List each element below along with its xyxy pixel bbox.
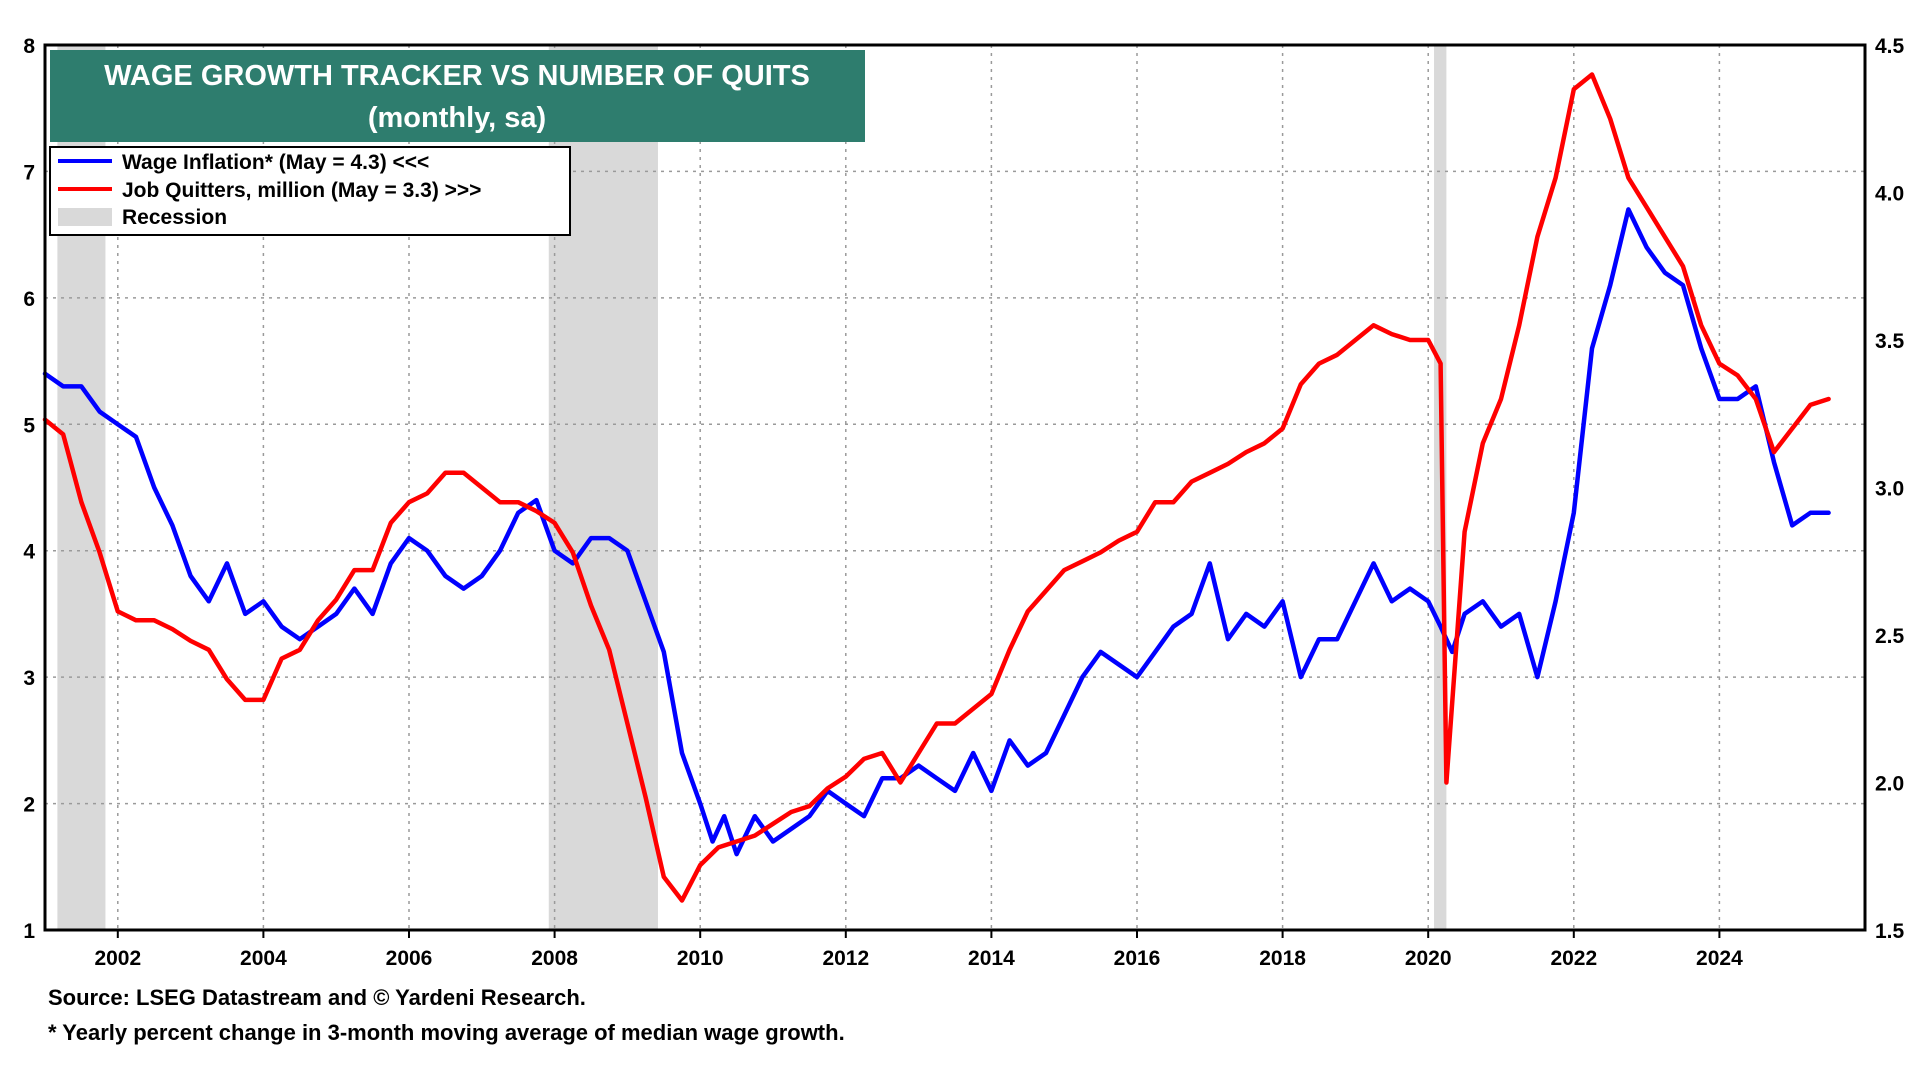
x-tick-label-2006: 2006 <box>386 947 433 970</box>
x-tick-label-2020: 2020 <box>1405 947 1452 970</box>
y-right-tick-label-3: 3.0 <box>1875 478 1904 501</box>
y-left-tick-label-2: 2 <box>23 794 35 817</box>
legend-box <box>49 146 571 236</box>
x-tick-label-2008: 2008 <box>531 947 578 970</box>
series-line-quits <box>42 72 1831 903</box>
y-left-tick-label-6: 6 <box>23 288 35 311</box>
title-background <box>50 50 865 142</box>
legend-swatch-recession <box>58 208 112 226</box>
y-right-tick-label-4: 4.0 <box>1875 183 1904 206</box>
x-tick-label-2004: 2004 <box>240 947 287 970</box>
x-tick-label-2016: 2016 <box>1114 947 1161 970</box>
x-tick-label-2022: 2022 <box>1550 947 1597 970</box>
y-right-tick-label-1.5: 1.5 <box>1875 920 1905 943</box>
y-left-tick-label-5: 5 <box>23 414 35 437</box>
axis-ticks: 2002 2004 2006 2008 2010 2012 2014 2016 2018 2020… <box>23 35 1904 970</box>
x-tick-label-2002: 2002 <box>94 947 141 970</box>
legend-label-recession: Recession <box>122 206 227 229</box>
series-lines <box>42 72 1831 903</box>
y-left-tick-label-3: 3 <box>23 667 35 690</box>
plot-frame <box>43 43 1867 932</box>
title-box: WAGE GROWTH TRACKER VS NUMBER OF QUITS (… <box>50 50 865 142</box>
y-left-tick-label-1: 1 <box>23 920 35 943</box>
source-note: Source: LSEG Datastream and © Yardeni Re… <box>48 985 586 1010</box>
y-left-tick-label-8: 8 <box>23 35 35 58</box>
gridlines <box>45 45 1865 930</box>
y-right-tick-label-2.5: 2.5 <box>1875 625 1905 648</box>
y-left-tick-label-4: 4 <box>23 541 35 564</box>
series-line-wage <box>42 207 1831 857</box>
chart-title: WAGE GROWTH TRACKER VS NUMBER OF QUITS <box>104 60 810 92</box>
legend-label-quits: Job Quitters, million (May = 3.3) >>> <box>122 179 481 202</box>
legend: Wage Inflation* (May = 4.3) <<< Job Quit… <box>49 146 571 236</box>
y-left-tick-label-7: 7 <box>23 161 35 184</box>
y-right-tick-label-2: 2.0 <box>1875 773 1904 796</box>
x-tick-label-2010: 2010 <box>677 947 724 970</box>
footnote: * Yearly percent change in 3-month movin… <box>48 1020 845 1045</box>
chart-subtitle: (monthly, sa) <box>368 102 546 134</box>
legend-label-wage: Wage Inflation* (May = 4.3) <<< <box>122 151 429 174</box>
x-tick-label-2024: 2024 <box>1696 947 1743 970</box>
y-right-tick-label-4.5: 4.5 <box>1875 35 1905 58</box>
x-tick-label-2018: 2018 <box>1259 947 1306 970</box>
y-right-tick-label-3.5: 3.5 <box>1875 330 1905 353</box>
x-tick-label-2014: 2014 <box>968 947 1015 970</box>
x-tick-label-2012: 2012 <box>822 947 869 970</box>
